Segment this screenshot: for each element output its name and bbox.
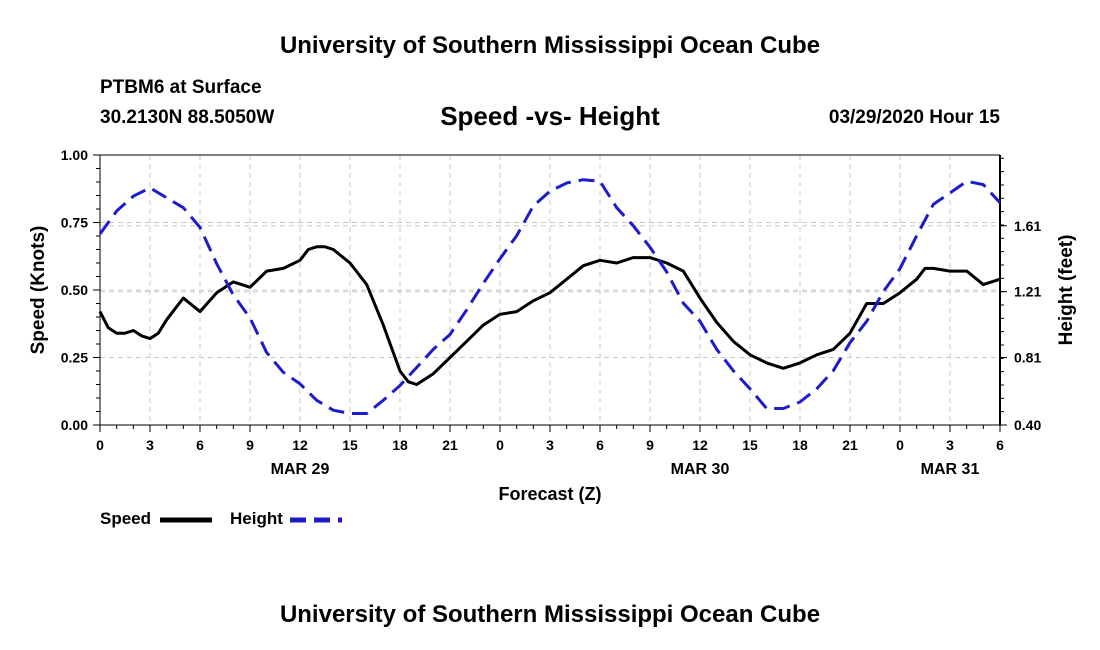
x-tick-label: 0 xyxy=(496,437,504,453)
legend-height-label: Height xyxy=(230,509,283,528)
station-label: PTBM6 at Surface xyxy=(100,77,262,98)
y2-tick-label: 1.21 xyxy=(1014,284,1041,300)
x-tick-label: 15 xyxy=(342,437,358,453)
x-tick-label: 6 xyxy=(196,437,204,453)
x-tick-label: 18 xyxy=(392,437,408,453)
legend-speed-label: Speed xyxy=(100,509,152,528)
y2-tick-label: 1.61 xyxy=(1014,218,1041,234)
x-tick-label: 3 xyxy=(546,437,554,453)
x-tick-label: 9 xyxy=(646,437,654,453)
x-tick-label: 3 xyxy=(946,437,954,453)
x-tick-label: 0 xyxy=(96,437,104,453)
y-tick-label: 0.50 xyxy=(61,282,88,298)
x-tick-label: 21 xyxy=(442,437,458,453)
y-tick-label: 0.00 xyxy=(61,417,88,433)
date-label: MAR 31 xyxy=(921,461,980,478)
x-tick-label: 0 xyxy=(896,437,904,453)
x-tick-label: 15 xyxy=(742,437,758,453)
page-title: University of Southern Mississippi Ocean… xyxy=(279,32,821,59)
x-tick-label: 12 xyxy=(292,437,308,453)
date-label: MAR 29 xyxy=(271,461,330,478)
chart-title: Speed -vs- Height xyxy=(440,101,660,131)
y-tick-label: 0.25 xyxy=(61,350,88,366)
speed-series-line xyxy=(98,245,1001,386)
footer-title: University of Southern Mississippi Ocean… xyxy=(279,601,821,628)
coordinates-label: 30.2130N 88.5050W xyxy=(100,107,275,128)
forecast-datetime: 03/29/2020 Hour 15 xyxy=(828,107,1000,128)
height-series-line xyxy=(98,178,1002,415)
y-axis-title: Speed (Knots) xyxy=(28,226,49,355)
x-tick-label: 12 xyxy=(692,437,708,453)
x-tick-label: 18 xyxy=(792,437,808,453)
y-tick-label: 0.75 xyxy=(61,215,88,231)
y2-tick-label: 0.40 xyxy=(1014,417,1041,433)
x-tick-label: 6 xyxy=(596,437,604,453)
x-axis-title: Forecast (Z) xyxy=(498,484,601,504)
x-tick-label: 21 xyxy=(842,437,858,453)
y2-tick-label: 0.81 xyxy=(1014,350,1041,366)
date-label: MAR 30 xyxy=(671,461,730,478)
x-tick-label: 6 xyxy=(996,437,1004,453)
y-tick-label: 1.00 xyxy=(61,147,88,163)
x-tick-label: 9 xyxy=(246,437,254,453)
x-tick-label: 3 xyxy=(146,437,154,453)
y2-axis-title: Height (feet) xyxy=(1056,235,1077,346)
